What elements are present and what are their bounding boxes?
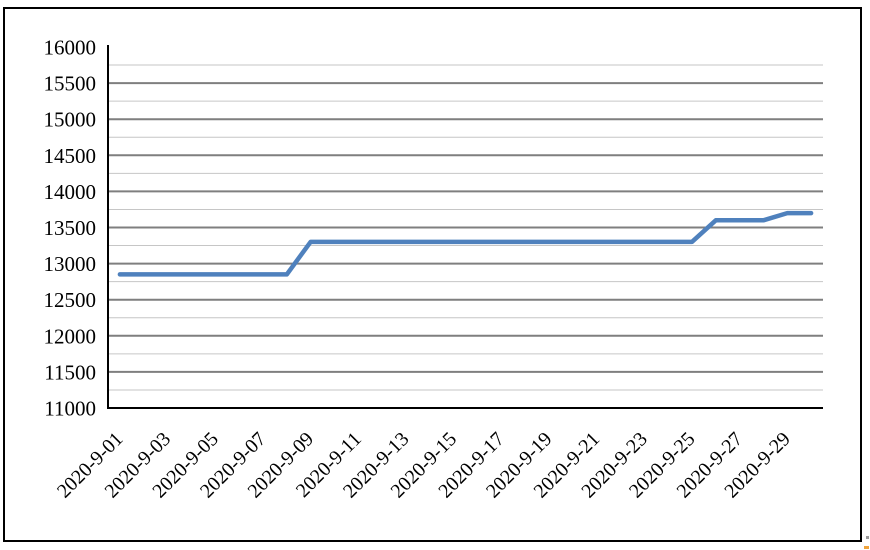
y-axis-tick-label: 13000	[44, 252, 97, 276]
y-axis-tick-label: 16000	[44, 36, 97, 60]
y-axis-tick-label: 15000	[44, 108, 97, 132]
y-axis-tick-label: 14000	[44, 180, 97, 204]
y-axis-tick-label: 12500	[44, 288, 97, 312]
edge-artifact-dash	[864, 546, 869, 549]
y-axis-tick-label: 13500	[44, 216, 97, 240]
y-axis-tick-label: 15500	[44, 72, 97, 96]
y-axis-tick-label: 11500	[44, 360, 96, 384]
edge-artifact-dot	[866, 536, 869, 539]
y-axis-tick-label: 11000	[44, 397, 96, 421]
series-line	[117, 210, 814, 277]
y-axis-tick-label: 14500	[44, 144, 97, 168]
y-axis-tick-label: 12000	[44, 324, 97, 348]
